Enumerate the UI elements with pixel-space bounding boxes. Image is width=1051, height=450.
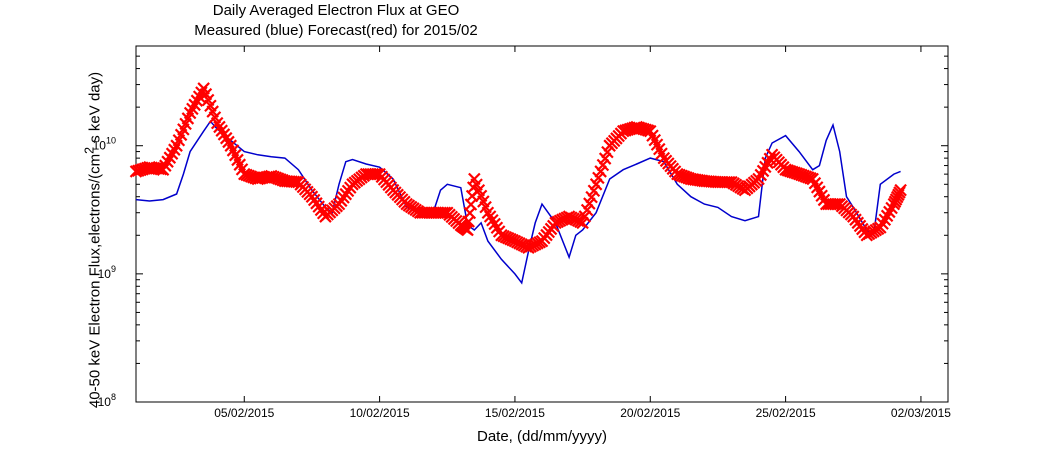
series-measured-line: [135, 120, 901, 285]
y-axis-label: 40-50 keV Electron Flux,electrons/(cm2 s…: [83, 72, 104, 408]
x-tick-label: 20/02/2015: [620, 406, 680, 420]
y-axis-label-exponent: 2: [82, 146, 97, 154]
forecast-marker: [287, 175, 301, 189]
plot-frame: [135, 45, 949, 403]
series-forecast-markers: [129, 82, 907, 254]
chart-title: Daily Averaged Electron Flux at GEO: [212, 2, 460, 19]
x-tick-label: 02/03/2015: [891, 406, 951, 420]
y-tick-exponent: 9: [111, 264, 116, 274]
y-axis-label-main: 40-50 keV Electron Flux,electrons/(cm: [86, 153, 104, 409]
chart-subtitle: Measured (blue) Forecast(red) for 2015/0…: [194, 22, 478, 39]
y-axis-label-tail: s keV day): [86, 71, 104, 147]
y-tick-exponent: 10: [106, 136, 116, 146]
x-axis-label: Date, (dd/mm/yyyy): [476, 428, 608, 445]
forecast-marker: [368, 167, 382, 181]
x-tick-label: 25/02/2015: [756, 406, 816, 420]
x-tick-label: 15/02/2015: [485, 406, 545, 420]
series-layer: [129, 82, 907, 285]
y-tick-exponent: 8: [111, 392, 116, 402]
x-tick-label: 05/02/2015: [214, 406, 274, 420]
x-tick-label: 10/02/2015: [350, 406, 410, 420]
forecast-marker: [894, 183, 907, 197]
x-axis: 05/02/2015 10/02/2015 15/02/2015 20/02/2015…: [214, 46, 951, 420]
forecast-marker: [152, 162, 165, 176]
